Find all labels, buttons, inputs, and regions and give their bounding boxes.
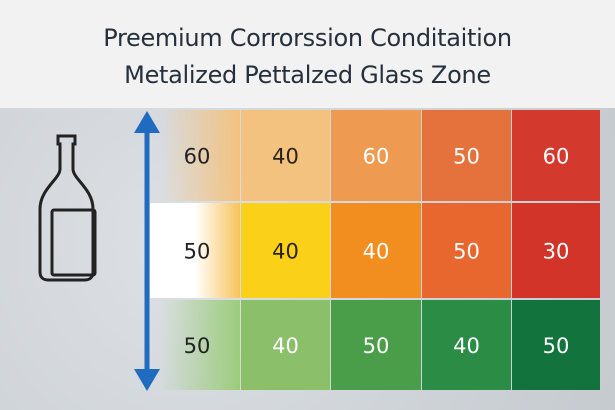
cell-value-label: 50 xyxy=(543,334,570,358)
chart-title-line-2: Metalized Pettalzed Glass Zone xyxy=(124,61,491,89)
cell-value-label: 50 xyxy=(453,240,480,264)
cell-value-label: 60 xyxy=(543,145,570,169)
cell-value-label: 40 xyxy=(272,240,299,264)
heatmap-cell xyxy=(422,203,511,298)
chart-title-line-1: Preemium Corrorssion Conditaition xyxy=(103,24,512,52)
header: Preemium Corrorssion Conditaition Metali… xyxy=(0,0,615,108)
leading-value-label: 60 xyxy=(184,145,211,169)
leading-value-label: 50 xyxy=(184,240,211,264)
leading-cell xyxy=(150,203,240,298)
heatmap-cell xyxy=(422,300,511,390)
bottle-icon xyxy=(38,134,97,282)
cell-value-label: 50 xyxy=(363,334,390,358)
heatmap-cell xyxy=(331,203,421,298)
leading-value-label: 50 xyxy=(184,334,211,358)
cell-value-label: 40 xyxy=(453,334,480,358)
heatmap-cell xyxy=(512,203,600,298)
cell-value-label: 40 xyxy=(272,145,299,169)
heatmap-cell xyxy=(241,110,330,201)
cell-value-label: 40 xyxy=(363,240,390,264)
heatmap-cell xyxy=(241,203,330,298)
heatmap-cell xyxy=(512,300,600,390)
heatmap-cell xyxy=(331,110,421,201)
cell-value-label: 60 xyxy=(363,145,390,169)
cell-value-label: 50 xyxy=(453,145,480,169)
leading-cell xyxy=(160,300,240,390)
cell-value-label: 40 xyxy=(272,334,299,358)
double-arrow-vertical-icon xyxy=(134,111,160,391)
heatmap-cell xyxy=(241,300,330,390)
heatmap-cell xyxy=(422,110,511,201)
leading-cell xyxy=(160,110,240,201)
heatmap-cell xyxy=(331,300,421,390)
heatmap-cell xyxy=(512,110,600,201)
cell-value-label: 30 xyxy=(543,240,570,264)
